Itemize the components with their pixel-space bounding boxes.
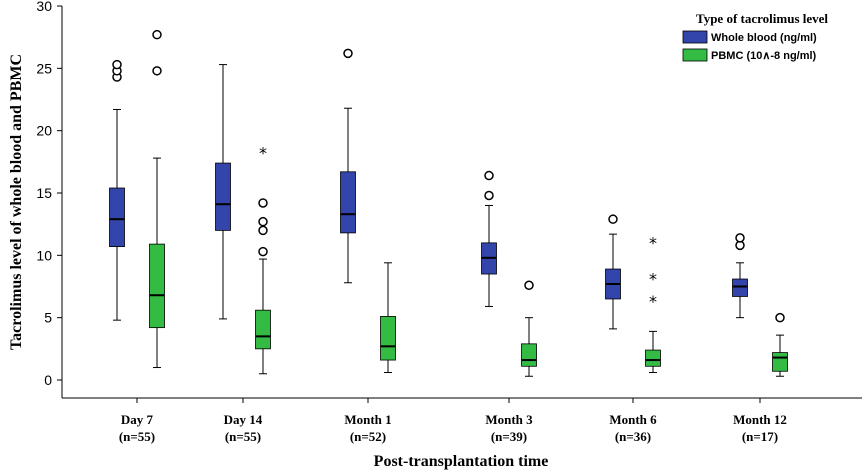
legend-swatch-pbmc (682, 48, 708, 62)
x-tick-n-label: (n=55) (225, 429, 261, 444)
y-tick-label: 0 (44, 372, 52, 388)
y-tick-label: 25 (36, 60, 52, 76)
outlier-point (258, 246, 268, 257)
iqr-box (732, 278, 748, 297)
outlier-point (258, 198, 268, 208)
x-tick-label: Month 3 (485, 412, 533, 427)
x-tick-n-label: (n=52) (350, 429, 386, 444)
box-pbmc (149, 29, 165, 369)
outlier-point (608, 214, 618, 224)
outlier-point (524, 280, 534, 291)
y-axis-ticks: 0 5 10 15 20 25 30 (36, 0, 62, 388)
x-tick-label: Month 6 (609, 412, 657, 427)
box-whole-blood (481, 170, 497, 307)
box-whole-blood (340, 48, 356, 284)
extreme-point: * (649, 292, 657, 311)
outlier-point (484, 190, 494, 201)
box-whole-blood (109, 59, 125, 321)
x-tick-n-label: (n=36) (615, 429, 651, 444)
box-series: * * * * (109, 29, 788, 377)
y-tick-label: 15 (36, 185, 52, 201)
iqr-box (521, 343, 537, 367)
iqr-box (340, 171, 356, 234)
y-tick-label: 10 (36, 247, 52, 263)
outlier-point (735, 233, 745, 243)
legend-swatch-whole-blood (682, 30, 708, 44)
x-axis-categories: Day 7 (n=55) Day 14 (n=55) Month 1 (n=52) Mont… (119, 398, 787, 444)
x-tick-n-label: (n=17) (742, 429, 778, 444)
x-tick-label: Day 14 (224, 412, 263, 427)
outlier-point (152, 66, 162, 76)
iqr-box (255, 309, 271, 350)
x-tick-n-label: (n=39) (491, 429, 527, 444)
box-whole-blood (215, 64, 231, 320)
y-axis-title: Tacrolimus level of whole blood and PBMC (8, 54, 25, 350)
legend: Type of tacrolimus level Whole blood (ng… (682, 11, 828, 62)
legend-title: Type of tacrolimus level (696, 11, 828, 26)
legend-label-whole-blood: Whole blood (ng/ml) (711, 32, 817, 44)
iqr-box (109, 187, 125, 248)
outlier-point (258, 216, 268, 227)
box-whole-blood (732, 233, 748, 319)
box-pbmc: * * * (645, 233, 661, 374)
outlier-point (343, 48, 353, 59)
outlier-point (152, 29, 162, 40)
iqr-box (645, 349, 661, 367)
iqr-box (772, 352, 788, 372)
x-tick-label: Month 1 (344, 412, 391, 427)
outlier-point (775, 312, 785, 323)
outlier-point (258, 225, 268, 236)
y-tick-label: 30 (36, 0, 52, 14)
extreme-point: * (649, 270, 657, 289)
iqr-box (149, 243, 165, 329)
x-axis-title: Post-transplantation time (374, 453, 549, 470)
outlier-point (112, 59, 122, 70)
extreme-point: * (649, 233, 657, 252)
y-tick-label: 5 (44, 310, 52, 326)
box-pbmc: * (255, 144, 271, 375)
iqr-box (215, 162, 231, 231)
box-pbmc (380, 262, 396, 374)
box-pbmc (521, 280, 537, 377)
box-whole-blood (605, 214, 621, 330)
outlier-point (484, 170, 494, 181)
x-tick-n-label: (n=55) (119, 429, 155, 444)
x-tick-label: Month 12 (733, 412, 787, 427)
x-tick-label: Day 7 (121, 412, 154, 427)
extreme-point: * (259, 144, 267, 163)
box-pbmc (772, 312, 788, 377)
iqr-box (380, 316, 396, 361)
y-tick-label: 20 (36, 123, 52, 139)
legend-label-pbmc: PBMC (10∧-8 ng/ml) (711, 50, 817, 62)
plot-frame (61, 6, 862, 399)
